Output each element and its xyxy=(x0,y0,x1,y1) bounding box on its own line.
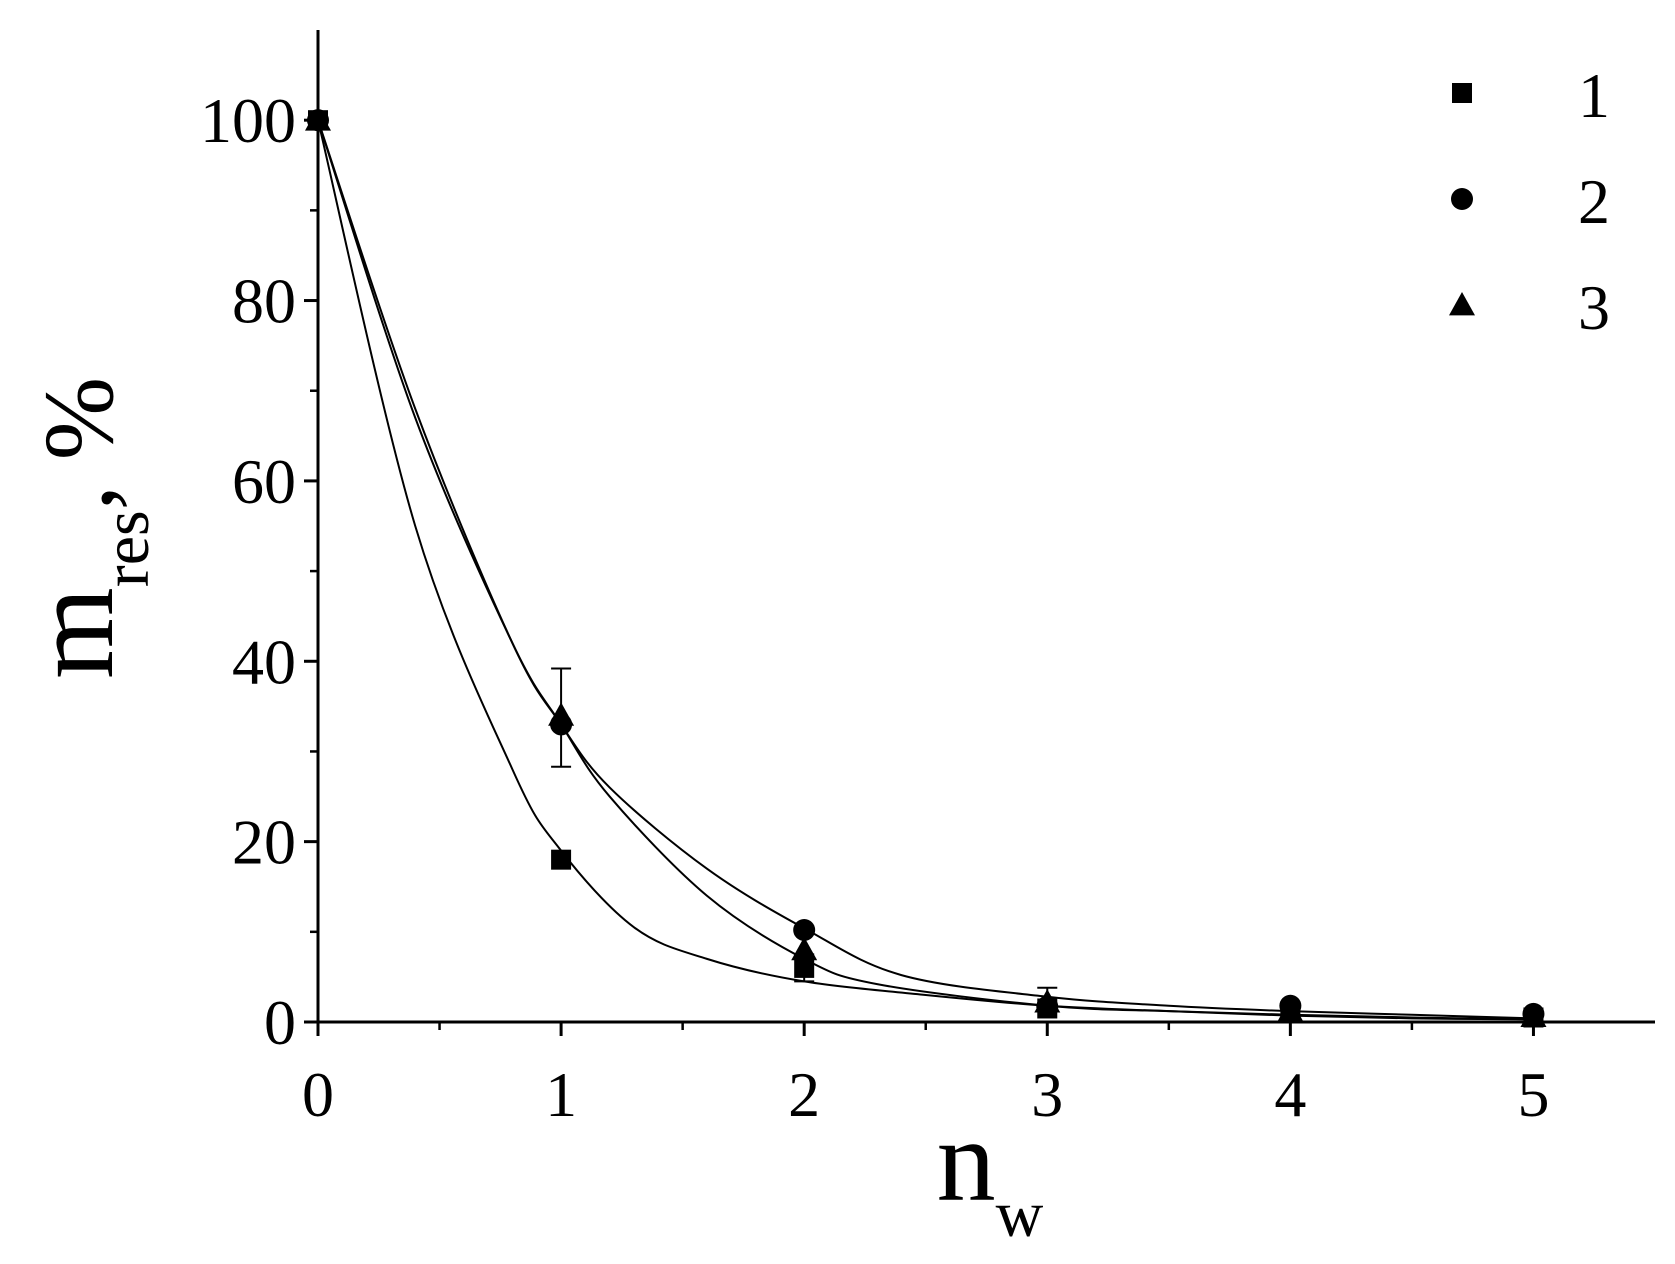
x-tick-label: 2 xyxy=(788,1059,820,1130)
marker-series-3 xyxy=(548,702,575,726)
x-axis-title-main: n xyxy=(937,1095,996,1226)
y-axis-title: mres, % xyxy=(7,377,163,679)
legend-label-series-1: 1 xyxy=(1578,60,1610,131)
marker-series-3 xyxy=(305,107,331,131)
x-tick-label: 5 xyxy=(1517,1059,1549,1130)
legend-marker-series-2 xyxy=(1451,188,1473,210)
y-tick-label: 0 xyxy=(264,987,296,1058)
x-tick-label: 3 xyxy=(1031,1059,1063,1130)
legend-marker-series-3 xyxy=(1449,292,1475,316)
x-axis-title-sub: w xyxy=(996,1178,1044,1251)
y-tick-label: 40 xyxy=(232,626,296,697)
y-axis-title-sub: res xyxy=(90,510,163,587)
fit-curve-series-2 xyxy=(317,119,1534,1020)
legend: 1 2 3 xyxy=(1449,60,1610,343)
y-axis-title-suffix: , % xyxy=(23,377,134,510)
legend-label-series-3: 3 xyxy=(1578,272,1610,343)
fit-curve-series-3 xyxy=(317,119,1534,1021)
y-tick-label: 60 xyxy=(232,446,296,517)
axes: 0 1 2 3 4 5 0 20 40 60 80 100 xyxy=(200,30,1655,1130)
marker-series-3 xyxy=(791,936,818,961)
marker-series-2 xyxy=(793,919,816,942)
fit-curves xyxy=(317,119,1534,1021)
marker-series-1 xyxy=(794,957,815,978)
y-axis-title-main: m xyxy=(7,587,138,679)
x-ticks: 0 1 2 3 4 5 xyxy=(302,1022,1549,1130)
x-tick-label: 4 xyxy=(1274,1059,1306,1130)
y-tick-label: 100 xyxy=(200,85,296,156)
marker-series-1 xyxy=(551,849,572,870)
legend-marker-series-1 xyxy=(1452,83,1472,103)
y-tick-label: 80 xyxy=(232,266,296,337)
y-tick-label: 20 xyxy=(232,807,296,878)
legend-label-series-2: 2 xyxy=(1578,166,1610,237)
x-tick-label: 0 xyxy=(302,1059,334,1130)
marker-series-3 xyxy=(1277,998,1304,1022)
y-ticks: 0 20 40 60 80 100 xyxy=(200,85,318,1058)
x-tick-label: 1 xyxy=(545,1059,577,1130)
marker-series-3 xyxy=(1034,989,1061,1013)
marker-series-3 xyxy=(1520,1003,1547,1027)
fit-curve-series-1 xyxy=(317,119,1534,1021)
data-markers xyxy=(305,107,1547,1028)
x-axis-title: nw xyxy=(937,1095,1044,1251)
